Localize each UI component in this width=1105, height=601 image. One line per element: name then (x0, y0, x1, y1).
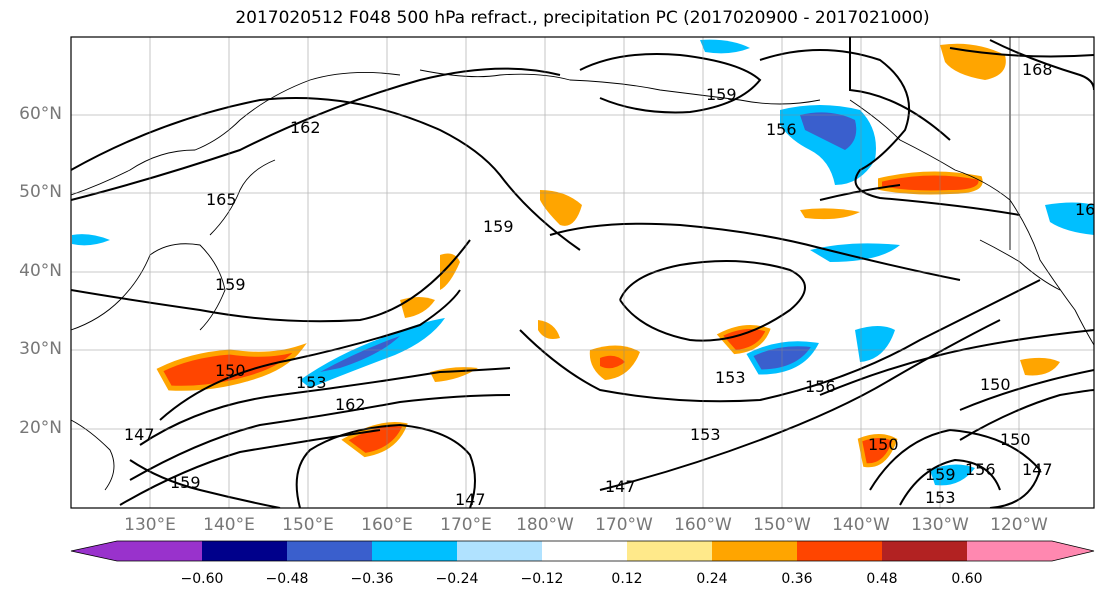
contour-label: 150 (1000, 430, 1031, 449)
colorbar-swatch (287, 541, 372, 561)
contour-label: 150 (868, 435, 899, 454)
colorbar-swatch (202, 541, 287, 561)
contour-label: 150 (215, 361, 246, 380)
colorbar-tick-label: 0.12 (611, 571, 643, 587)
contour-label: 147 (455, 490, 486, 509)
lat-label: 40°N (19, 261, 62, 281)
lon-label: 130°W (911, 515, 969, 535)
colorbar-swatch (797, 541, 882, 561)
contour-label: 159 (170, 473, 201, 492)
colorbar-swatch (372, 541, 457, 561)
colorbar-tick-label: −0.24 (435, 571, 479, 587)
plot-frame (70, 36, 1095, 509)
lon-label: 170°E (440, 515, 492, 535)
colorbar-tick-label: 0.48 (866, 571, 898, 587)
contour-label: 150 (980, 375, 1011, 394)
lon-label: 140°E (203, 515, 255, 535)
colorbar (70, 540, 1095, 562)
contour-label: 159 (706, 85, 737, 104)
lon-label: 130°E (124, 515, 176, 535)
lon-label: 160°E (361, 515, 413, 535)
lat-label: 60°N (19, 104, 62, 124)
contour-label: 162 (335, 395, 366, 414)
contour-label: 153 (296, 373, 327, 392)
colorbar-swatch (712, 541, 797, 561)
lat-label: 20°N (19, 418, 62, 438)
grid-lines (71, 37, 1094, 508)
colorbar-extend-max (1052, 541, 1094, 561)
contour-label: 165 (206, 190, 237, 209)
colorbar-tick-label: 0.24 (696, 571, 728, 587)
lon-label: 150°W (753, 515, 811, 535)
precip-shading (72, 39, 1094, 486)
contour-label: 156 (965, 460, 996, 479)
colorbar-swatch (542, 541, 627, 561)
lat-label: 30°N (19, 339, 62, 359)
contour-label: 153 (925, 488, 956, 507)
colorbar-swatch (882, 541, 967, 561)
colorbar-swatch (457, 541, 542, 561)
map-title: 2017020512 F048 500 hPa refract., precip… (235, 8, 930, 28)
colorbar-swatch (117, 541, 202, 561)
contour-label: 159 (925, 465, 956, 484)
contour-label: 153 (715, 368, 746, 387)
lon-label: 160°W (674, 515, 732, 535)
colorbar-tick-label: −0.60 (180, 571, 224, 587)
lon-label: 180°W (516, 515, 574, 535)
contour-label: 156 (766, 120, 797, 139)
contour-label: 147 (1022, 460, 1053, 479)
contour-label: 147 (124, 425, 155, 444)
contour-label: 16 (1075, 200, 1095, 219)
contour-label: 168 (1022, 60, 1053, 79)
colorbar-swatch (627, 541, 712, 561)
contour-label: 162 (290, 118, 321, 137)
lon-label: 140°W (832, 515, 890, 535)
lon-label: 120°W (990, 515, 1048, 535)
contour-lines (71, 37, 1094, 508)
coastlines (71, 37, 1094, 491)
contour-label: 159 (483, 217, 514, 236)
colorbar-tick-label: 0.36 (781, 571, 813, 587)
contour-label: 156 (805, 377, 836, 396)
colorbar-tick-label: −0.48 (265, 571, 309, 587)
contour-label: 153 (690, 425, 721, 444)
colorbar-swatch (967, 541, 1052, 561)
contour-label: 147 (605, 477, 636, 496)
contour-label: 159 (215, 275, 246, 294)
colorbar-extend-min (71, 541, 117, 561)
colorbar-tick-label: −0.12 (520, 571, 564, 587)
lon-label: 170°W (595, 515, 653, 535)
lat-label: 50°N (19, 182, 62, 202)
colorbar-tick-label: 0.60 (951, 571, 983, 587)
lon-label: 150°E (282, 515, 334, 535)
colorbar-tick-label: −0.36 (350, 571, 394, 587)
